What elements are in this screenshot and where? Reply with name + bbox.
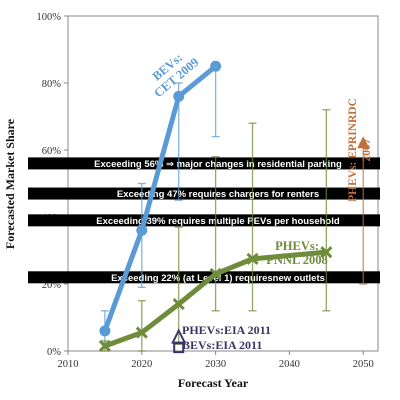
data-point-stroke	[172, 298, 185, 311]
threshold-band	[28, 157, 380, 170]
data-point	[357, 136, 370, 149]
plot-border	[67, 15, 379, 352]
data-point-stroke	[246, 252, 259, 265]
data-point	[98, 339, 111, 353]
series-1	[98, 109, 333, 353]
y-axis-title: Forecasted Market Share	[3, 118, 17, 249]
label-phevs-eia-2011: PHEVs:EIA 2011	[182, 323, 271, 337]
data-point	[173, 342, 185, 354]
threshold-band	[28, 214, 380, 227]
x-tick-label: 2030	[205, 359, 226, 370]
data-point	[320, 246, 333, 259]
label-line: 2007	[361, 138, 373, 161]
label-phevs-pnnl-2008: PNNL 2008	[266, 253, 327, 267]
y-tick-label: 100%	[37, 12, 62, 23]
x-axis-title: Forecast Year	[178, 376, 249, 390]
series-line	[102, 63, 219, 334]
threshold-band-label: Exceeding 47% requires chargers for rent…	[117, 189, 319, 200]
data-point	[135, 326, 148, 339]
threshold-band	[28, 187, 380, 200]
series-4	[173, 342, 185, 354]
data-point	[210, 60, 222, 72]
data-point-stroke	[98, 339, 111, 353]
data-point-stroke	[209, 267, 222, 281]
data-point-stroke	[135, 326, 148, 339]
series-layer	[98, 60, 370, 354]
series-0	[99, 60, 222, 345]
data-point	[172, 298, 185, 311]
series-line	[102, 249, 329, 349]
y-tick-label: 20%	[42, 280, 62, 291]
data-point-stroke	[320, 246, 333, 259]
y-tick-label: 60%	[42, 146, 62, 157]
label-line: PHEVs: EPRINRDC	[347, 98, 359, 202]
threshold-band-label: Exceeding 56% ⇒ major changes in residen…	[94, 159, 342, 170]
x-tick-label: 2010	[58, 359, 79, 370]
data-point	[246, 252, 259, 265]
threshold-band-label: Exceeding 39% requires multiple PEVs per…	[96, 216, 340, 227]
threshold-band	[28, 271, 380, 284]
y-tick-label: 0%	[47, 347, 61, 358]
x-tick-label: 2050	[353, 359, 374, 370]
label-bevs-eia-2011: BEVs:EIA 2011	[182, 338, 262, 352]
y-tick-label: 80%	[42, 79, 62, 90]
label-phevs-pnnl-2008: PHEVs:	[275, 239, 319, 253]
label-bevs-cet-2009: BEVs:CET 2009	[150, 50, 202, 100]
x-tick-label: 2020	[131, 359, 152, 370]
data-point	[99, 325, 111, 337]
data-point	[173, 90, 185, 102]
data-point	[209, 267, 222, 281]
series-2	[357, 136, 370, 285]
label-phevs-epri-nrdc-2007: PHEVs: EPRINRDC 2007	[347, 98, 373, 202]
data-point	[136, 224, 148, 236]
x-tick-label: 2040	[279, 359, 300, 370]
